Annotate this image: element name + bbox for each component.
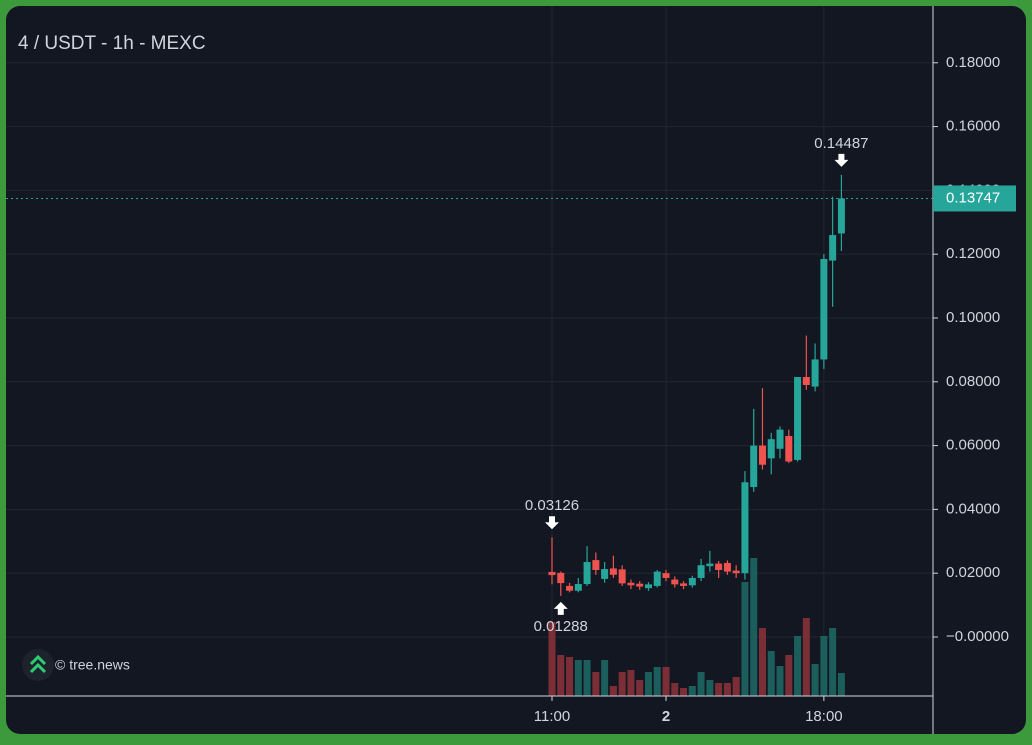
candle-body: [653, 571, 661, 586]
volume-bar: [680, 688, 688, 696]
marker-arrow: [834, 153, 849, 167]
marker-arrow: [545, 516, 559, 530]
y-tick-label: 0.18000: [946, 54, 1000, 71]
volume-bar: [574, 660, 582, 696]
candle-body: [837, 198, 845, 234]
candle-body: [802, 376, 810, 385]
y-tick-label: 0.16000: [946, 118, 1000, 135]
volume-bar: [592, 672, 600, 696]
volume-bar: [566, 657, 574, 696]
volume-bar: [750, 558, 758, 696]
x-tick-label: 18:00: [805, 708, 843, 725]
candle-body: [767, 439, 775, 459]
y-tick-label: 0.02000: [946, 564, 1000, 581]
candle-body: [829, 235, 837, 261]
x-tick-label: 2: [662, 708, 670, 725]
volume-bar: [723, 683, 731, 696]
candle-body: [794, 376, 802, 460]
panel: [6, 6, 1026, 734]
volume-bar: [688, 686, 696, 696]
candle-body: [680, 583, 688, 586]
candle-body: [750, 445, 758, 488]
volume-bar: [794, 636, 802, 696]
volume-bar: [609, 686, 617, 696]
volume-bar: [802, 618, 810, 696]
volume-bar: [767, 651, 775, 696]
low-label: 0.01288: [534, 618, 588, 635]
volume-bar: [811, 664, 819, 696]
candle-body: [592, 560, 600, 570]
volume-bar: [671, 683, 679, 696]
volume-bar: [741, 582, 749, 696]
volume-bar: [618, 672, 626, 696]
y-tick-label: 0.12000: [946, 245, 1000, 262]
candle-body: [811, 359, 819, 387]
candle-body: [583, 562, 591, 585]
volume-bar: [644, 672, 652, 696]
candle-body: [758, 445, 766, 465]
volume-bar: [732, 677, 740, 696]
volume-bar: [557, 655, 565, 696]
high-label: 0.14487: [814, 135, 868, 152]
marker-arrow: [553, 601, 568, 615]
volume-bar: [715, 683, 723, 696]
candle-body: [609, 568, 617, 575]
candle-body: [671, 579, 679, 585]
candle-body: [548, 571, 556, 576]
volume-bar: [776, 666, 784, 696]
volume-bar: [627, 670, 635, 696]
volume-bar: [785, 655, 793, 696]
x-tick-label: 11:00: [534, 708, 570, 725]
volume-bar: [662, 667, 670, 696]
candle-body: [820, 258, 828, 360]
candle-body: [644, 584, 652, 589]
logo-icon: [29, 654, 47, 674]
candle-body: [601, 569, 609, 579]
plot: [548, 174, 845, 696]
volume-bar: [697, 672, 705, 696]
watermark: © tree.news: [55, 657, 130, 673]
y-tick-label: 0.06000: [946, 437, 1000, 454]
candle-body: [785, 436, 793, 462]
candle-body: [566, 585, 574, 591]
volume-bar: [837, 673, 845, 696]
candle-body: [557, 572, 565, 584]
volume-bar: [548, 622, 556, 696]
last-price-label: 0.13747: [946, 189, 1000, 206]
volume-bar: [601, 660, 609, 696]
candle-body: [776, 429, 784, 449]
volume-bar: [653, 667, 661, 696]
candle-body: [706, 563, 714, 567]
candle-body: [662, 573, 670, 578]
candle-body: [723, 562, 731, 572]
candle-body: [627, 582, 635, 586]
candle-body: [636, 583, 644, 587]
y-tick-label: 0.08000: [946, 373, 1000, 390]
last-price-box: [933, 185, 1016, 212]
volume-bar: [636, 680, 644, 696]
volume-bar: [820, 636, 828, 696]
volume-bar: [706, 680, 714, 696]
volume-bar: [758, 628, 766, 696]
y-tick-label: 0.10000: [946, 309, 1000, 326]
candle-body: [741, 482, 749, 574]
candle-body: [732, 570, 740, 574]
candle-body: [574, 584, 582, 591]
y-tick-label: −0.00000: [946, 628, 1009, 645]
y-tick-label: 0.04000: [946, 500, 1000, 517]
volume-bar: [829, 628, 837, 696]
volume-bar: [583, 660, 591, 696]
candle-body: [688, 577, 696, 586]
candle-body: [715, 563, 723, 570]
candle-body: [697, 565, 705, 578]
candle-body: [618, 569, 626, 584]
high-label: 0.03126: [525, 497, 579, 514]
chart-title: 4 / USDT - 1h - MEXC: [18, 33, 206, 54]
